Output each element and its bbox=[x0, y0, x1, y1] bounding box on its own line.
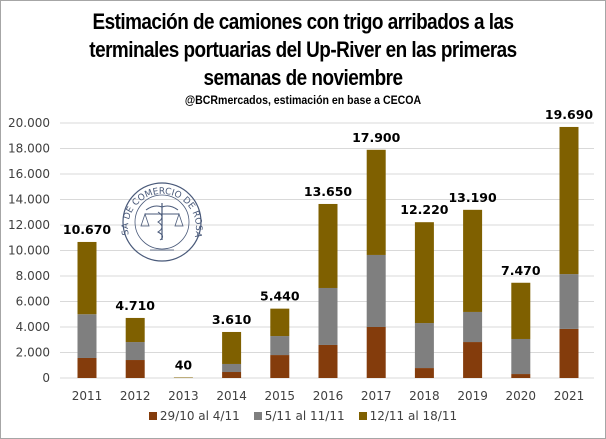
bar-segment-2014-series-1 bbox=[222, 372, 242, 378]
bar-segment-2011-series-3 bbox=[77, 241, 97, 315]
total-label-2017: 17.900 bbox=[352, 130, 401, 145]
bar-segment-2020-series-3 bbox=[511, 282, 531, 339]
legend-swatch-week-1 bbox=[148, 412, 157, 420]
x-axis-ticks: 2011 2012 2013 2014 2015 2016 2017 2018 2019 2020… bbox=[72, 389, 585, 403]
total-label-2019: 13.190 bbox=[448, 190, 497, 205]
seal-inner-ring bbox=[134, 194, 190, 250]
x-tick-label: 2013 bbox=[168, 389, 199, 403]
legend-label-week-3: 12/11 al 18/11 bbox=[369, 409, 458, 423]
legend-item-week-3: 12/11 al 18/11 bbox=[358, 409, 458, 423]
y-tick-label: 2.000 bbox=[16, 346, 50, 360]
legend-swatch-week-2 bbox=[253, 412, 262, 420]
bar-segment-2019-series-2 bbox=[463, 311, 483, 343]
y-tick-label: 18.000 bbox=[8, 142, 50, 156]
x-tick-label: 2017 bbox=[361, 389, 392, 403]
total-label-2012: 4.710 bbox=[115, 298, 155, 313]
y-tick-label: 20.000 bbox=[8, 116, 50, 130]
bar-segment-2016-series-2 bbox=[318, 287, 338, 345]
bars bbox=[77, 126, 579, 378]
bar-segment-2012-series-2 bbox=[125, 342, 145, 361]
total-label-2021: 19.690 bbox=[545, 107, 594, 122]
bar-segment-2015-series-1 bbox=[270, 355, 290, 378]
x-tick-label: 2015 bbox=[265, 389, 296, 403]
x-tick-label: 2018 bbox=[409, 389, 440, 403]
total-label-2018: 12.220 bbox=[400, 202, 449, 217]
bar-segment-2021-series-3 bbox=[559, 126, 579, 275]
y-tick-label: 8.000 bbox=[16, 269, 50, 283]
x-tick-label: 2012 bbox=[120, 389, 151, 403]
y-tick-label: 10.000 bbox=[8, 244, 50, 258]
scale-pan-left-icon bbox=[140, 212, 150, 227]
y-tick-label: 6.000 bbox=[16, 295, 50, 309]
y-tick-label: 0 bbox=[42, 371, 50, 385]
bar-segment-2016-series-3 bbox=[318, 203, 338, 288]
bar-segment-2015-series-3 bbox=[270, 308, 290, 337]
x-tick-label: 2021 bbox=[554, 389, 585, 403]
x-tick-label: 2011 bbox=[72, 389, 103, 403]
legend-swatch-week-3 bbox=[358, 412, 367, 420]
bar-segment-2020-series-1 bbox=[511, 374, 531, 378]
seal-outer-ring bbox=[122, 182, 202, 262]
legend: 29/10 al 4/11 5/11 al 11/11 12/11 al 18/… bbox=[0, 409, 606, 423]
bar-segment-2012-series-1 bbox=[125, 360, 145, 378]
y-tick-label: 12.000 bbox=[8, 218, 50, 232]
y-tick-label: 4.000 bbox=[16, 320, 50, 334]
bar-segment-2018-series-1 bbox=[414, 368, 434, 378]
total-label-2020: 7.470 bbox=[501, 263, 541, 278]
bar-segment-2021-series-1 bbox=[559, 328, 579, 378]
y-tick-label: 16.000 bbox=[8, 167, 50, 181]
chart-title-line-1: Estimación de camiones con trigo arribad… bbox=[92, 9, 514, 34]
chart-subtitle: @BCRmercados, estimación en base a CECOA bbox=[184, 93, 422, 107]
bar-segment-2011-series-1 bbox=[77, 357, 97, 378]
total-label-2014: 3.610 bbox=[212, 312, 252, 327]
chart-title-line-3: semanas de noviembre bbox=[203, 65, 403, 90]
legend-label-week-2: 5/11 al 11/11 bbox=[264, 409, 345, 423]
x-tick-label: 2019 bbox=[457, 389, 488, 403]
legend-item-week-1: 29/10 al 4/11 bbox=[148, 409, 240, 423]
bar-segment-2014-series-2 bbox=[222, 363, 242, 373]
bar-segment-2014-series-3 bbox=[222, 331, 242, 364]
data-labels: 10.670 4.710 40 3.610 5.440 13.650 17.900 12.22… bbox=[63, 107, 594, 373]
total-label-2015: 5.440 bbox=[260, 289, 300, 304]
bar-segment-2018-series-3 bbox=[414, 222, 434, 324]
x-tick-label: 2020 bbox=[506, 389, 537, 403]
bar-segment-2017-series-1 bbox=[366, 327, 386, 378]
bar-segment-2019-series-1 bbox=[463, 342, 483, 378]
y-tick-label: 14.000 bbox=[8, 193, 50, 207]
legend-label-week-1: 29/10 al 4/11 bbox=[159, 409, 240, 423]
bar-segment-2017-series-2 bbox=[366, 254, 386, 327]
bar-segment-2018-series-2 bbox=[414, 323, 434, 369]
caduceus-wings-icon bbox=[145, 205, 179, 211]
y-axis-ticks: 0 2.000 4.000 6.000 8.000 10.000 12.000 14.000 1… bbox=[8, 116, 50, 385]
bar-segment-2020-series-2 bbox=[511, 338, 531, 375]
bar-segment-2013-series-3 bbox=[173, 377, 193, 378]
bar-segment-2019-series-3 bbox=[463, 209, 483, 312]
legend-item-week-2: 5/11 al 11/11 bbox=[253, 409, 345, 423]
bar-segment-2021-series-2 bbox=[559, 274, 579, 329]
total-label-2013: 40 bbox=[175, 357, 193, 372]
scale-pan-right-icon bbox=[174, 212, 184, 227]
x-tick-label: 2014 bbox=[216, 389, 247, 403]
total-label-2011: 10.670 bbox=[63, 222, 112, 237]
bar-segment-2011-series-2 bbox=[77, 314, 97, 358]
chart-title-line-2: terminales portuarias del Up-River en la… bbox=[89, 37, 517, 62]
bar-segment-2015-series-2 bbox=[270, 336, 290, 356]
caduceus-snake-icon bbox=[156, 211, 164, 241]
x-tick-label: 2016 bbox=[313, 389, 344, 403]
total-label-2016: 13.650 bbox=[304, 184, 353, 199]
bar-segment-2016-series-1 bbox=[318, 344, 338, 378]
bar-segment-2017-series-3 bbox=[366, 149, 386, 255]
bar-segment-2012-series-3 bbox=[125, 317, 145, 343]
